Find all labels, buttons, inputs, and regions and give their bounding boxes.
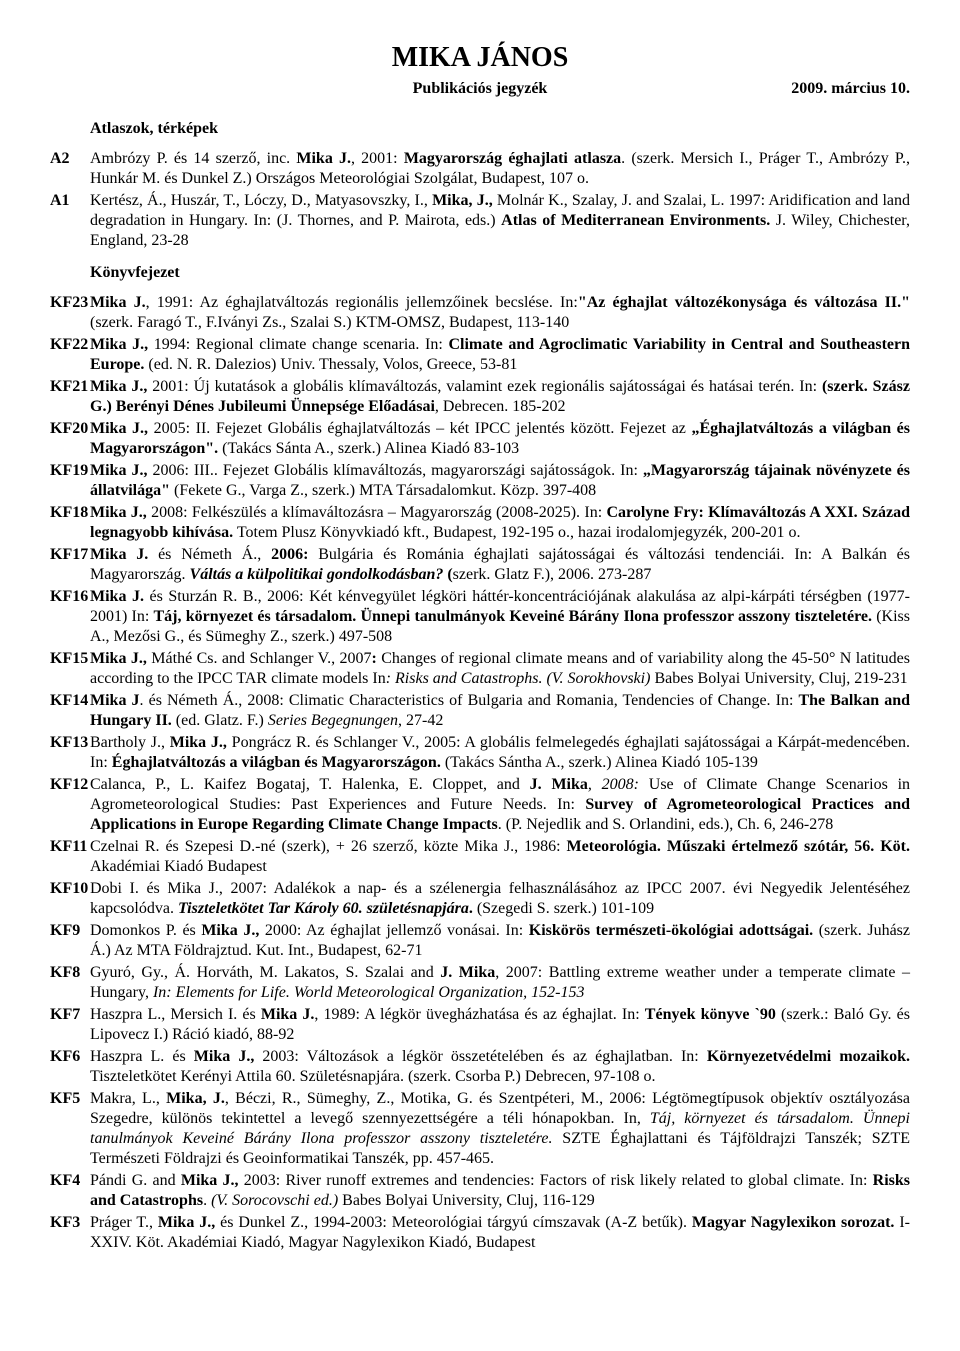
entry-text: Czelnai R. és Szepesi D.-né (szerk), + 2… [90,838,910,875]
entry-text: Gyuró, Gy., Á. Horváth, M. Lakatos, S. S… [90,964,910,1001]
bibliography-entry: KF14Mika J. és Németh Á., 2008: Climatic… [50,691,910,731]
document-date: 2009. március 10. [791,79,910,99]
subtitle-row: Publikációs jegyzék 2009. március 10. [50,79,910,99]
entry-text: Mika J. és Németh Á., 2006: Bulgária és … [90,546,910,583]
bibliography-entry: KF8Gyuró, Gy., Á. Horváth, M. Lakatos, S… [50,963,910,1003]
entry-text: Mika J. és Sturzán R. B., 2006: Két kénv… [90,588,910,645]
bibliography-entry: KF4Pándi G. and Mika J., 2003: River run… [50,1171,910,1211]
entry-code: KF20 [50,419,90,439]
entry-code: KF15 [50,649,90,669]
entry-code: A2 [50,149,90,169]
entry-text: Mika J. és Németh Á., 2008: Climatic Cha… [90,692,910,729]
bibliography-entry: KF3Práger T., Mika J., és Dunkel Z., 199… [50,1213,910,1253]
entry-code: KF9 [50,921,90,941]
entry-text: Mika J., 1991: Az éghajlatváltozás regio… [90,294,910,331]
entry-code: KF23 [50,293,90,313]
entry-code: KF21 [50,377,90,397]
bibliography-entry: KF12Calanca, P., L. Kaifez Bogataj, T. H… [50,775,910,835]
entry-code: KF17 [50,545,90,565]
chapter-entries: KF23Mika J., 1991: Az éghajlatváltozás r… [50,293,910,1253]
entry-text: Haszpra L. és Mika J., 2003: Változások … [90,1048,910,1085]
bibliography-entry: KF6Haszpra L. és Mika J., 2003: Változás… [50,1047,910,1087]
entry-code: KF18 [50,503,90,523]
entry-code: KF19 [50,461,90,481]
atlas-entries: A2Ambrózy P. és 14 szerző, inc. Mika J.,… [50,149,910,251]
entry-code: KF7 [50,1005,90,1025]
entry-code: KF8 [50,963,90,983]
entry-text: Práger T., Mika J., és Dunkel Z., 1994-2… [90,1214,910,1251]
entry-text: Makra, L., Mika, J., Béczi, R., Sümeghy,… [90,1090,910,1167]
entry-text: Haszpra L., Mersich I. és Mika J., 1989:… [90,1006,910,1043]
bibliography-entry: KF9Domonkos P. és Mika J., 2000: Az égha… [50,921,910,961]
section-heading-chapters: Könyvfejezet [90,263,910,283]
bibliography-entry: KF17Mika J. és Németh Á., 2006: Bulgária… [50,545,910,585]
bibliography-entry: KF15Mika J., Máthé Cs. and Schlanger V.,… [50,649,910,689]
entry-code: KF5 [50,1089,90,1109]
entry-text: Mika J., 1994: Regional climate change s… [90,336,910,373]
entry-text: Calanca, P., L. Kaifez Bogataj, T. Halen… [90,776,910,833]
subtitle: Publikációs jegyzék [413,80,548,97]
entry-text: Mika J., 2008: Felkészülés a klímaváltoz… [90,504,910,541]
entry-code: KF11 [50,837,90,857]
bibliography-entry: KF7Haszpra L., Mersich I. és Mika J., 19… [50,1005,910,1045]
entry-code: KF22 [50,335,90,355]
entry-text: Domonkos P. és Mika J., 2000: Az éghajla… [90,922,910,959]
bibliography-entry: KF20Mika J., 2005: II. Fejezet Globális … [50,419,910,459]
entry-text: Dobi I. és Mika J., 2007: Adalékok a nap… [90,880,910,917]
bibliography-entry: KF5Makra, L., Mika, J., Béczi, R., Sümeg… [50,1089,910,1169]
entry-text: Mika J., 2006: III.. Fejezet Globális kl… [90,462,910,499]
entry-text: Mika J., Máthé Cs. and Schlanger V., 200… [90,650,910,687]
entry-text: Mika J., 2001: Új kutatások a globális k… [90,378,910,415]
bibliography-entry: KF11Czelnai R. és Szepesi D.-né (szerk),… [50,837,910,877]
entry-text: Ambrózy P. és 14 szerző, inc. Mika J., 2… [90,150,910,187]
bibliography-entry: KF22Mika J., 1994: Regional climate chan… [50,335,910,375]
entry-text: Bartholy J., Mika J., Pongrácz R. és Sch… [90,734,910,771]
bibliography-entry: KF18Mika J., 2008: Felkészülés a klímavá… [50,503,910,543]
bibliography-entry: KF13Bartholy J., Mika J., Pongrácz R. és… [50,733,910,773]
bibliography-entry: KF23Mika J., 1991: Az éghajlatváltozás r… [50,293,910,333]
bibliography-entry: KF16Mika J. és Sturzán R. B., 2006: Két … [50,587,910,647]
header-title-row: MIKA JÁNOS [50,40,910,75]
entry-code: A1 [50,191,90,211]
author-name: MIKA JÁNOS [392,40,569,75]
bibliography-entry: KF19Mika J., 2006: III.. Fejezet Globáli… [50,461,910,501]
entry-code: KF10 [50,879,90,899]
entry-code: KF12 [50,775,90,795]
section-heading-atlases: Atlaszok, térképek [90,119,910,139]
entry-code: KF14 [50,691,90,711]
bibliography-entry: KF21Mika J., 2001: Új kutatások a globál… [50,377,910,417]
entry-code: KF6 [50,1047,90,1067]
entry-code: KF13 [50,733,90,753]
bibliography-entry: A2Ambrózy P. és 14 szerző, inc. Mika J.,… [50,149,910,189]
entry-code: KF4 [50,1171,90,1191]
entry-text: Mika J., 2005: II. Fejezet Globális égha… [90,420,910,457]
entry-text: Pándi G. and Mika J., 2003: River runoff… [90,1172,910,1209]
bibliography-entry: KF10Dobi I. és Mika J., 2007: Adalékok a… [50,879,910,919]
entry-code: KF3 [50,1213,90,1233]
bibliography-entry: A1Kertész, Á., Huszár, T., Lóczy, D., Ma… [50,191,910,251]
entry-code: KF16 [50,587,90,607]
entry-text: Kertész, Á., Huszár, T., Lóczy, D., Maty… [90,192,910,249]
